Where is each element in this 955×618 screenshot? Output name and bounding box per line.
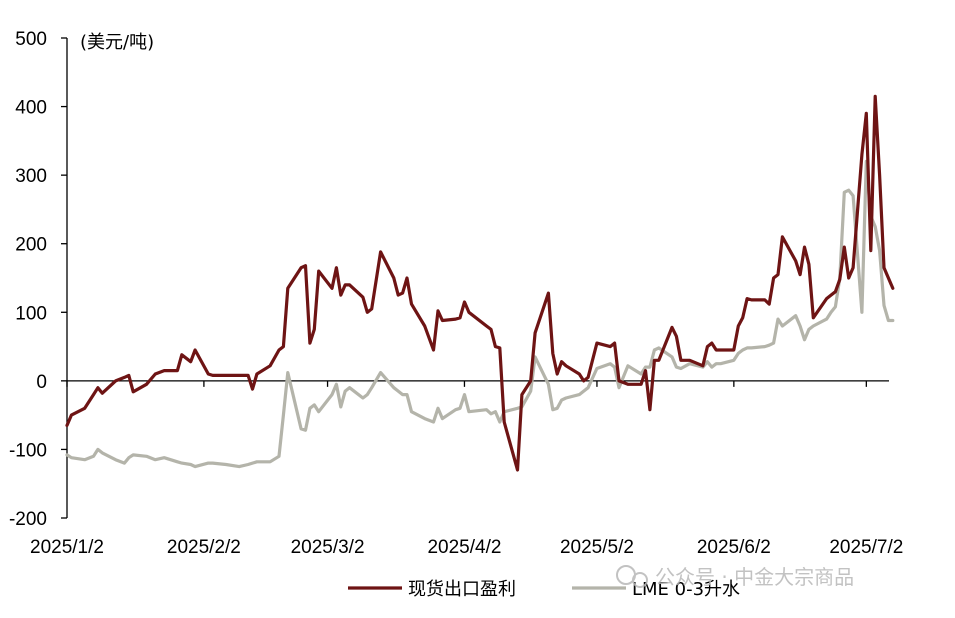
watermark-text: 公众号 · 中金大宗商品 bbox=[655, 565, 854, 589]
y-tick-label: 100 bbox=[15, 303, 47, 324]
x-tick-label: 2025/3/2 bbox=[291, 537, 365, 558]
y-tick-label: -100 bbox=[9, 440, 47, 461]
x-tick-label: 2025/7/2 bbox=[829, 537, 903, 558]
x-tick-label: 2025/4/2 bbox=[427, 537, 501, 558]
legend-label-lme-spread: LME 0-3升水 bbox=[632, 579, 740, 600]
series-line-lme-spread bbox=[65, 159, 895, 469]
y-axis-unit-label: (美元/吨) bbox=[80, 32, 154, 53]
y-tick-label: 500 bbox=[15, 29, 47, 50]
series-line-spot-export-profit bbox=[65, 94, 895, 472]
y-tick-label: 300 bbox=[15, 166, 47, 187]
wechat-icon-small bbox=[632, 572, 648, 588]
y-tick-label: 0 bbox=[36, 372, 47, 393]
y-axis-ticks: -200 -100 0 100 200 300 400 500 bbox=[9, 29, 67, 530]
y-tick-label: 400 bbox=[15, 98, 47, 119]
watermark: 公众号 · 中金大宗商品 bbox=[616, 565, 854, 589]
x-tick-label: 2025/6/2 bbox=[697, 537, 771, 558]
x-tick-label: 2025/1/2 bbox=[30, 537, 104, 558]
y-tick-label: 200 bbox=[15, 235, 47, 256]
legend: 现货出口盈利 LME 0-3升水 bbox=[348, 579, 740, 600]
x-axis-ticks: 2025/1/2 2025/2/2 2025/3/2 2025/4/2 2025/5/2… bbox=[30, 380, 903, 558]
y-tick-label: -200 bbox=[9, 509, 47, 530]
legend-label-spot-export-profit: 现货出口盈利 bbox=[408, 579, 516, 600]
x-tick-label: 2025/2/2 bbox=[167, 537, 241, 558]
x-tick-label: 2025/5/2 bbox=[560, 537, 634, 558]
